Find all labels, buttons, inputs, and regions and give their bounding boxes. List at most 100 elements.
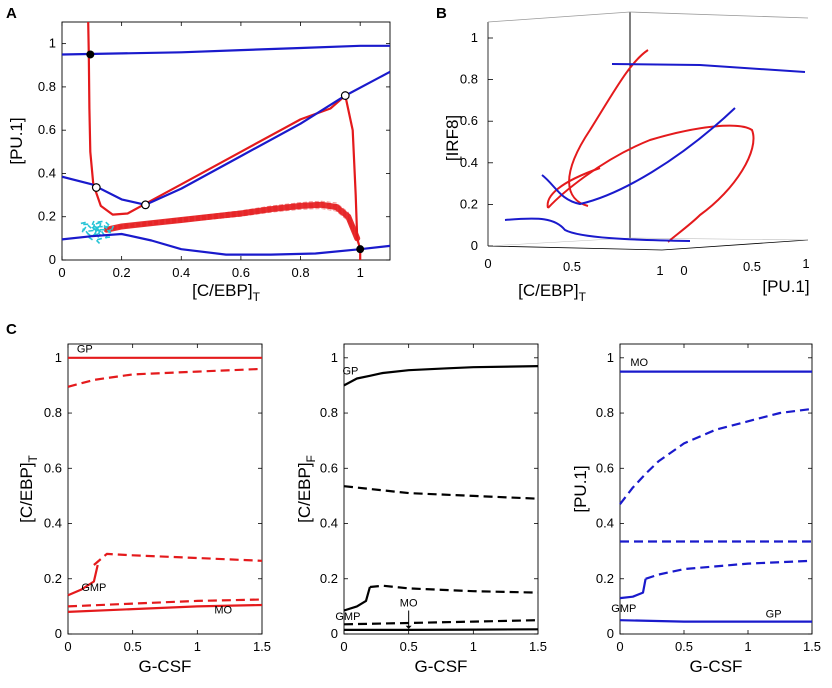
x-axis-label: [C/EBP]T: [192, 281, 260, 304]
initial-condition-arrow: [88, 236, 93, 241]
branch-GP-stable: [619, 619, 812, 623]
y-axis-label: [PU.1]: [571, 465, 590, 512]
annotation-gmp: GMP: [335, 611, 360, 623]
branch-GMP-unstable: [93, 552, 263, 566]
top-edge: [629, 11, 809, 19]
branch-GP-stable: [343, 365, 539, 387]
nullcline-blue-middle: [62, 70, 390, 206]
initial-condition-arrow: [96, 237, 103, 241]
annotation-mo: MO: [214, 604, 232, 616]
y-tick-label: 0.4: [596, 516, 614, 531]
y-tick-label: 0.6: [38, 122, 56, 137]
y-tick-label: 0.5: [743, 259, 761, 274]
z-tick-label: 0.8: [460, 72, 478, 87]
x-tick-label: 1: [194, 639, 201, 654]
unstable-fixed-point: [91, 183, 101, 192]
annotation-mo: MO: [400, 597, 418, 609]
y-tick-label: 1: [55, 350, 62, 365]
stable-fixed-point: [86, 50, 95, 59]
y-tick-label: 0.8: [596, 405, 614, 420]
panel-c3: [619, 343, 813, 635]
x-axis-label: G-CSF: [415, 657, 468, 676]
y-tick-label: 0.4: [320, 516, 338, 531]
panel-b: [487, 11, 809, 251]
panel-label-a: A: [6, 5, 17, 22]
floor-edge: [629, 237, 809, 241]
x-tick-label: 0.2: [113, 265, 131, 280]
nullcline-red-nullcline-left: [87, 22, 347, 216]
y-tick-label: 0.6: [596, 460, 614, 475]
annotation-arrow-head: [405, 625, 412, 630]
branch-MO-stable: [67, 603, 263, 613]
y-tick-label: 0.2: [38, 209, 56, 224]
z-tick-label: 0: [471, 238, 478, 253]
y-tick-label: 0.2: [44, 571, 62, 586]
panel-a: [61, 21, 391, 261]
branch-lower-unstable: [67, 598, 263, 608]
initial-condition-arrow: [91, 220, 95, 226]
initial-condition-arrow: [106, 229, 112, 234]
branch-upper-unstable: [343, 485, 539, 500]
z-tick-label: 0.4: [460, 155, 478, 170]
y-tick-label: 0.6: [44, 460, 62, 475]
initial-condition-arrow: [93, 233, 99, 236]
axes-frame: [343, 343, 539, 635]
y-tick-label: 0.8: [44, 405, 62, 420]
x-tick-label: 0: [58, 265, 65, 280]
unstable-fixed-point: [340, 91, 350, 100]
z-tick-label: 1: [471, 30, 478, 45]
annotation-gp: GP: [766, 608, 782, 620]
branch-GMP-stable: [619, 578, 647, 600]
x-axis-3d: [487, 245, 663, 251]
branch-upper-unstable: [619, 407, 813, 505]
y-tick-label: 0: [607, 626, 614, 641]
y-axis-label: [PU.1]: [762, 277, 809, 296]
blue-curve-top: [611, 63, 806, 73]
x-axis-label: [C/EBP]T: [518, 281, 586, 304]
initial-condition-arrow: [103, 225, 109, 229]
x-tick-label: 0.5: [400, 639, 418, 654]
x-tick-label: 0: [64, 639, 71, 654]
x-tick-label: 0.6: [232, 265, 250, 280]
x-tick-label: 1: [744, 639, 751, 654]
y-tick-label: 0.8: [38, 79, 56, 94]
y-tick-label: 0.8: [320, 405, 338, 420]
initial-condition-arrow: [97, 230, 101, 235]
y-tick-label: 0: [55, 626, 62, 641]
initial-condition-arrow: [88, 229, 94, 232]
y-tick-label: 0: [49, 252, 56, 267]
axes-frame: [61, 21, 391, 261]
x-tick-label: 1: [656, 263, 663, 278]
initial-condition-arrow: [91, 226, 97, 231]
initial-condition-arrow: [87, 224, 92, 229]
top-edge: [487, 11, 631, 23]
trajectory-band: [103, 201, 361, 242]
x-tick-label: 0.8: [292, 265, 310, 280]
x-tick-label: 1: [357, 265, 364, 280]
x-tick-label: 0.5: [563, 259, 581, 274]
red-curve-loop: [547, 124, 755, 243]
axes-frame: [619, 343, 813, 635]
z-axis-label: [IRF8]: [443, 115, 462, 161]
z-tick-label: 0.6: [460, 113, 478, 128]
y-tick-label: 1: [49, 36, 56, 51]
y-tick-label: 1: [802, 256, 809, 271]
branch-GMP-stable: [343, 586, 371, 612]
annotation-gmp: GMP: [81, 582, 106, 594]
x-axis-label: G-CSF: [690, 657, 743, 676]
y-axis-label: [C/EBP]F: [295, 455, 318, 523]
blue-curve-lower: [504, 217, 691, 242]
nullcline-blue-top: [62, 44, 390, 56]
y-tick-label: 0.4: [38, 165, 56, 180]
panel-a-plot: [62, 22, 390, 260]
x-tick-label: 0.5: [675, 639, 693, 654]
panel-c2: [343, 343, 539, 635]
annotation-gmp: GMP: [611, 603, 636, 615]
x-tick-label: 0.5: [124, 639, 142, 654]
branch-GMP-unstable: [645, 559, 813, 580]
branch-lower-unstable: [343, 619, 539, 626]
x-tick-label: 1.5: [803, 639, 821, 654]
branch-upper-unstable: [67, 367, 263, 388]
initial-condition-arrow: [95, 239, 101, 245]
x-tick-label: 0: [484, 256, 491, 271]
